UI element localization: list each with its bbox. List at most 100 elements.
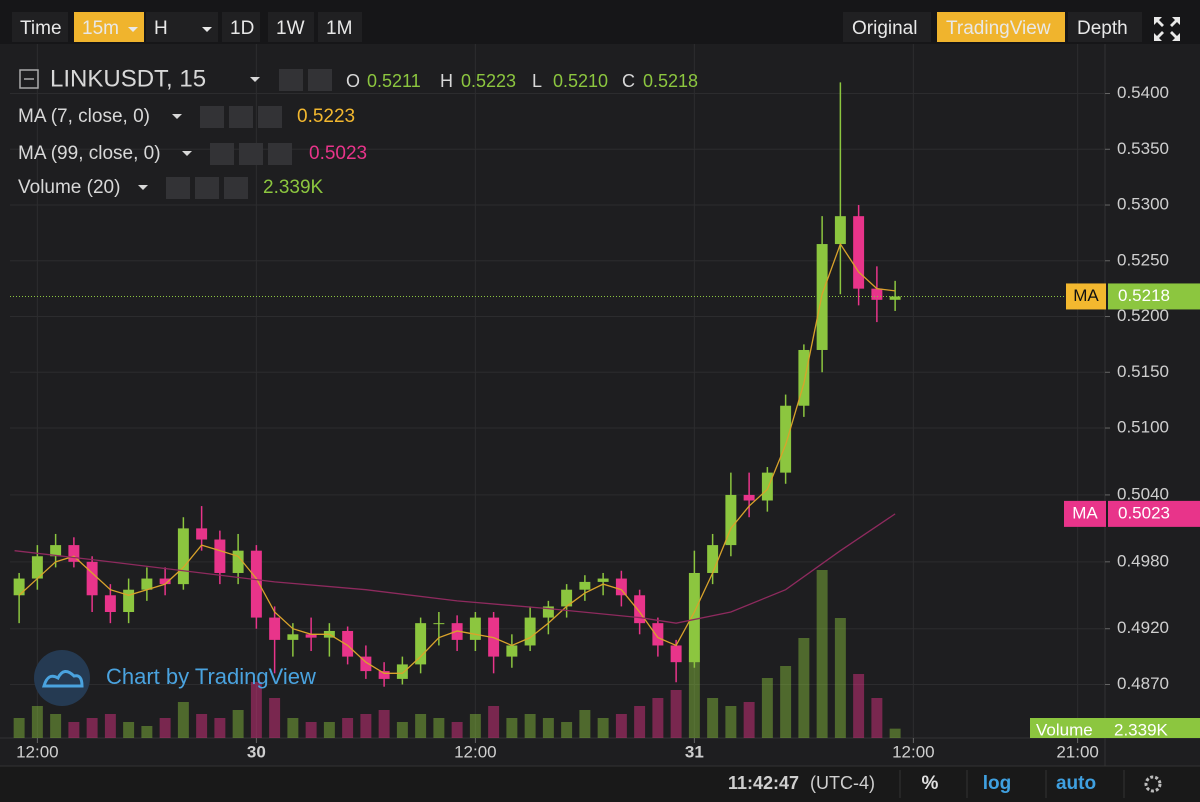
volume-bar: [597, 718, 609, 738]
settings-icon[interactable]: [1144, 775, 1162, 793]
legend-icon[interactable]: [279, 69, 303, 91]
candle-body: [652, 623, 664, 646]
volume-bar: [360, 714, 372, 738]
interval-button[interactable]: [318, 12, 362, 42]
legend-icon[interactable]: [224, 177, 248, 199]
interval-label[interactable]: 15m: [82, 18, 119, 39]
interval-label[interactable]: H: [154, 18, 168, 39]
status-button[interactable]: auto: [1056, 773, 1096, 794]
indicator-value: 0.5223: [297, 106, 355, 127]
watermark-icon: [34, 650, 90, 706]
watermark-cloud: [42, 670, 84, 688]
candle-body: [524, 617, 536, 646]
interval-label[interactable]: 1M: [326, 18, 352, 39]
dropdown-arrow[interactable]: [128, 27, 138, 32]
symbol: LINKUSDT, 15: [50, 65, 206, 92]
legend-icon[interactable]: [239, 143, 263, 165]
volume-bar: [451, 722, 463, 738]
candle-body: [725, 494, 737, 546]
y-tick-label: 0.4980: [1117, 551, 1169, 570]
legend-icon[interactable]: [258, 106, 282, 128]
legend-icon[interactable]: [195, 177, 219, 199]
dropdown-arrow[interactable]: [182, 151, 192, 156]
candle-body: [615, 578, 627, 596]
y-tick-label: 0.4920: [1117, 618, 1169, 637]
x-tick-label: 12:00: [16, 742, 59, 761]
legend-icon[interactable]: [166, 177, 190, 199]
interval-label[interactable]: 1D: [230, 18, 254, 39]
dropdown-arrow[interactable]: [138, 185, 148, 190]
view-button[interactable]: [1068, 12, 1142, 42]
candle-body: [196, 528, 208, 540]
volume-bar: [524, 714, 536, 738]
ma-tag-value: 0.5023: [1118, 503, 1170, 522]
candle-body: [469, 617, 481, 640]
candle-body: [177, 528, 189, 585]
ma-tag: [1064, 500, 1106, 527]
collapse-icon[interactable]: [19, 69, 39, 89]
plot: [10, 82, 1105, 738]
candle-body: [269, 617, 281, 640]
view-label[interactable]: Original: [852, 18, 917, 39]
y-tick-label: 0.5250: [1117, 250, 1169, 269]
view-label[interactable]: TradingView: [946, 18, 1051, 39]
candle-body: [889, 296, 901, 300]
dropdown-arrow[interactable]: [250, 77, 260, 82]
candle-body: [834, 216, 846, 245]
x-tick-label: 21:00: [1056, 742, 1099, 761]
indicator-name: MA (7, close, 0): [18, 106, 150, 127]
volume-bar: [853, 674, 865, 738]
ohlc-key: O: [346, 71, 360, 91]
view-label[interactable]: Depth: [1077, 18, 1128, 39]
candle-body: [561, 589, 573, 607]
volume-bar: [652, 698, 664, 738]
interval-label[interactable]: Time: [20, 18, 62, 39]
candle-body: [159, 578, 171, 585]
volume-bar: [816, 570, 828, 738]
interval-label[interactable]: 1W: [276, 18, 305, 39]
legend-icon[interactable]: [308, 69, 332, 91]
candle-body: [542, 606, 554, 618]
legend-icon[interactable]: [229, 106, 253, 128]
candle-body: [50, 545, 62, 557]
ma-line: [18, 242, 896, 674]
price-tag-value: 0.5218: [1118, 286, 1170, 305]
legend-icon[interactable]: [210, 143, 234, 165]
volume-bar: [31, 706, 43, 738]
volume-tag-value: 2.339K: [1114, 720, 1169, 739]
ohlc-key: H: [440, 71, 453, 91]
status-button[interactable]: log: [983, 773, 1012, 794]
y-tick-label: 0.4870: [1117, 674, 1169, 693]
volume-bar: [688, 650, 700, 738]
status-button[interactable]: %: [922, 773, 939, 794]
volume-bar: [104, 714, 116, 738]
y-tick-label: 0.5300: [1117, 195, 1169, 214]
dropdown-arrow[interactable]: [172, 114, 182, 119]
volume-bar: [396, 722, 408, 738]
view-button[interactable]: [937, 12, 1065, 42]
y-tick-label: 0.5400: [1117, 83, 1169, 102]
indicator-name: MA (99, close, 0): [18, 143, 161, 164]
x-tick-label: 31: [685, 742, 704, 761]
candle-body: [506, 645, 518, 657]
ohlc-key: C: [622, 71, 635, 91]
candle-body: [853, 216, 865, 289]
legend-icon[interactable]: [268, 143, 292, 165]
ohlc-value: 0.5218: [643, 71, 698, 91]
interval-button[interactable]: [12, 12, 68, 42]
interval-button[interactable]: [222, 12, 260, 42]
volume-bar: [506, 718, 518, 738]
volume-bar: [123, 722, 135, 738]
interval-button[interactable]: [268, 12, 314, 42]
candle-body: [798, 349, 810, 406]
volume-bar: [196, 714, 208, 738]
fullscreen-icon[interactable]: [1154, 17, 1180, 41]
dropdown-arrow[interactable]: [202, 27, 212, 32]
volume-bar: [415, 714, 427, 738]
legend-icon[interactable]: [200, 106, 224, 128]
candle-body: [670, 645, 682, 663]
view-button[interactable]: [843, 12, 931, 42]
volume-bar: [707, 698, 719, 738]
y-tick-label: 0.5040: [1117, 484, 1169, 503]
volume-bar: [761, 678, 773, 738]
